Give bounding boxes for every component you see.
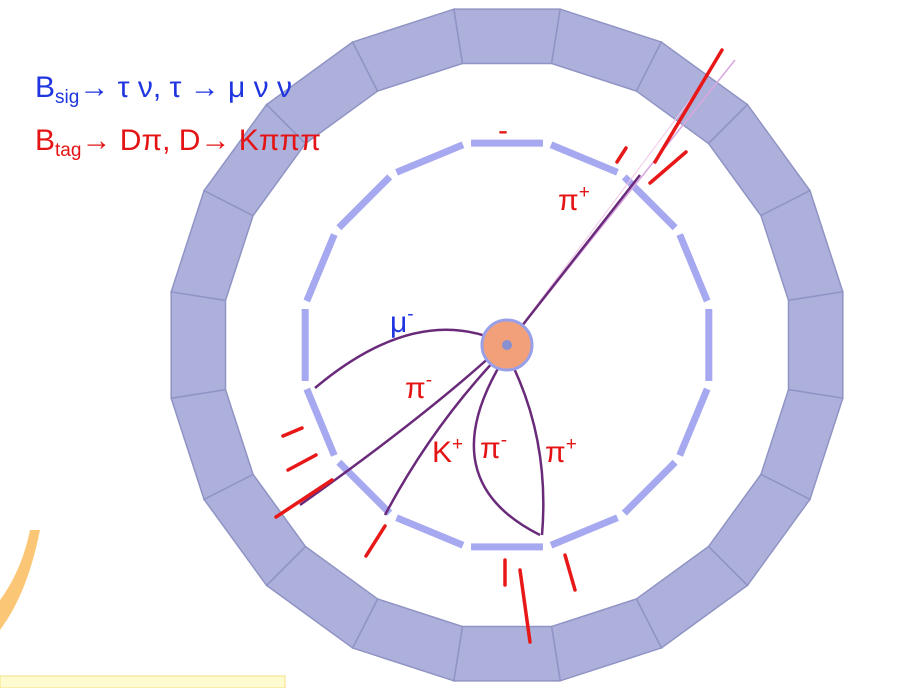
inner-segment [307,235,335,301]
decoration [0,530,40,630]
track-label: π+ [545,434,577,469]
symbol: π [545,436,566,469]
track-label: π+ [558,182,590,217]
subscript: tag [55,140,81,161]
decay-line: Bsig→ τ ν, τ → μ ν ν [35,71,292,108]
ring-segment [171,292,225,398]
hit [288,455,316,470]
decay-line: Btag→ Dπ, D→ Kπππ [35,124,321,161]
inner-segment [339,462,390,513]
decay: → Dπ, D→ Kπππ [81,124,320,157]
symbol: μ [390,306,407,339]
interaction-point [502,340,512,350]
subscript: sig [55,87,79,108]
inner-segment [680,389,708,455]
body: Bsig→ τ ν, τ → μ ν ν Btag→ Dπ, D→ Kπππ -… [0,0,900,688]
track-label: π- [480,430,507,465]
hit [565,555,575,590]
charge: - [426,370,432,391]
track [510,360,543,535]
inner-segment [397,145,463,173]
decay: → τ ν, τ → μ ν ν [79,71,292,104]
charge: + [579,182,590,203]
particle: B [35,71,55,104]
decoration [0,676,285,688]
hit [366,526,385,556]
particle: B [35,124,55,157]
charge: - [501,430,507,451]
event-display: Bsig→ τ ν, τ → μ ν ν Btag→ Dπ, D→ Kπππ -… [0,0,900,688]
symbol: K [432,436,452,469]
marker: - [498,114,508,147]
symbol: π [558,184,579,217]
ring-segment [454,626,560,680]
inner-segment [551,518,617,546]
charge: - [407,304,413,325]
charge: + [566,434,577,455]
ring-segment [454,9,560,63]
charge: + [452,434,463,455]
hit [650,152,686,183]
track-label: π- [405,370,432,405]
page: {"header": {"lines": [ {"particle": "B",… [0,0,900,688]
inner-segment [680,235,708,301]
symbol: π [405,372,426,405]
inner-segment [624,462,675,513]
inner-segment [307,389,335,455]
symbol: π [480,432,501,465]
hit [276,480,332,517]
inner-segment [339,177,390,228]
hit [617,148,626,162]
ring-segment [788,292,842,398]
track-label: K+ [432,434,463,469]
inner-segment [397,518,463,546]
hit [283,428,302,436]
inner-segment [551,145,617,173]
